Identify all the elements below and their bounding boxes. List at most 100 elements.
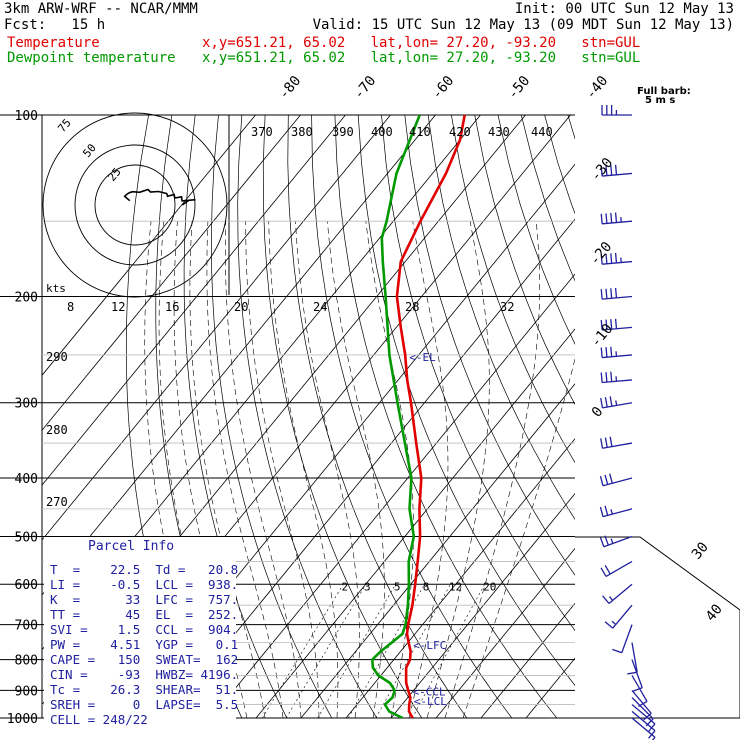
barb-flag bbox=[600, 213, 603, 224]
isotherm-label: -50 bbox=[505, 73, 534, 103]
barb-flag bbox=[604, 437, 608, 448]
level-annotation: <-CCL bbox=[413, 686, 446, 699]
speed-axis-label: 12 bbox=[111, 300, 125, 314]
pressure-label: 400 bbox=[15, 472, 38, 487]
barb-flag bbox=[604, 474, 609, 485]
isotherm-label: -60 bbox=[429, 73, 458, 103]
mixing-ratio-label: 12 bbox=[449, 581, 462, 594]
parcel-row: Tc = 26.3 SHEAR= 51. bbox=[50, 682, 239, 697]
mixing-ratio-label: 8 bbox=[423, 581, 430, 594]
isotherm-line bbox=[435, 547, 575, 718]
wind-barb bbox=[612, 624, 633, 654]
barb-flag bbox=[604, 397, 608, 408]
barb-flag bbox=[610, 509, 613, 515]
dry-adiabat bbox=[567, 115, 575, 140]
isotherm-label: 30 bbox=[689, 539, 712, 562]
hodograph-ring bbox=[42, 112, 228, 298]
wind-barb bbox=[600, 287, 633, 300]
dry-adiabat bbox=[497, 115, 575, 345]
dewpoint-profile bbox=[370, 115, 421, 718]
barb-flag bbox=[614, 164, 618, 175]
isotherm-label: -80 bbox=[276, 73, 305, 103]
barb-staff bbox=[608, 583, 633, 605]
parcel-row: PW = 4.51 YGP = 0.1 bbox=[50, 637, 239, 652]
temperature-legend: Temperature bbox=[7, 35, 100, 51]
wind-barb bbox=[600, 318, 633, 331]
dry-adiabat bbox=[357, 115, 575, 686]
barb-staff bbox=[631, 642, 638, 673]
level-annotation: <-LFC bbox=[413, 639, 446, 652]
isentrope-label: 280 bbox=[46, 423, 68, 437]
speed-axis-label: 20 bbox=[234, 300, 248, 314]
level-annotation: <-LCL bbox=[414, 695, 447, 708]
moist-adiabat bbox=[224, 221, 302, 718]
barb-staff bbox=[631, 704, 656, 725]
barb-staff bbox=[602, 354, 633, 359]
barb-flag bbox=[605, 253, 608, 264]
wind-barb bbox=[599, 473, 633, 487]
temperature-line bbox=[395, 115, 466, 718]
barb-flag bbox=[610, 346, 613, 357]
barb-flag bbox=[600, 319, 603, 331]
parcel-info-title: Parcel Info bbox=[88, 539, 175, 554]
barb-flag bbox=[610, 538, 614, 544]
isentrope-label: 390 bbox=[332, 125, 354, 139]
barb-legend-title: Full barb: bbox=[637, 86, 691, 97]
wind-barb bbox=[631, 689, 652, 721]
parcel-row: CAPE = 150 SWEAT= 162 bbox=[50, 652, 239, 667]
wind-barb bbox=[600, 346, 633, 359]
hodograph: 25 50 75 kts bbox=[42, 112, 228, 298]
dry-adiabat bbox=[381, 115, 575, 632]
mixing-ratio-line bbox=[317, 584, 396, 718]
barb-flag bbox=[600, 372, 603, 383]
barb-staff bbox=[602, 326, 633, 331]
mixing-ratio-label: 5 bbox=[394, 581, 401, 594]
barb-flag bbox=[605, 347, 608, 358]
dry-adiabat bbox=[614, 115, 740, 718]
parcel-row: SREH = 0 LAPSE= 5.5 bbox=[50, 697, 239, 712]
speed-axis-label: 24 bbox=[313, 300, 327, 314]
barb-flag bbox=[632, 687, 643, 692]
barb-flag bbox=[614, 252, 618, 263]
dry-adiabat bbox=[427, 115, 575, 520]
isotherm-label: 40 bbox=[703, 601, 726, 624]
moist-adiabat bbox=[408, 221, 449, 718]
moist-adiabat bbox=[327, 221, 385, 718]
hodograph-ring-label: 50 bbox=[80, 141, 98, 160]
dewpoint-legend: Dewpoint temperature bbox=[7, 50, 176, 66]
model-title: 3km ARW-WRF -- NCAR/MMM bbox=[4, 1, 198, 17]
moist-adiabat bbox=[173, 221, 248, 718]
barb-flag bbox=[599, 506, 604, 517]
isentrope-label: 370 bbox=[251, 125, 273, 139]
barb-flag bbox=[600, 166, 603, 177]
barb-flag bbox=[612, 648, 622, 654]
isotherm-line bbox=[42, 115, 346, 486]
pressure-label: 300 bbox=[15, 397, 38, 412]
barb-flag bbox=[614, 212, 618, 223]
isotherm-line bbox=[42, 115, 436, 596]
parcel-row: CELL = 248/22 bbox=[50, 712, 148, 727]
barb-staff bbox=[631, 710, 656, 732]
isotherm-line bbox=[255, 328, 575, 718]
barb-flag bbox=[604, 565, 611, 575]
barb-flag bbox=[609, 473, 613, 484]
barb-flag bbox=[600, 289, 603, 300]
barb-flag bbox=[602, 595, 610, 604]
dewpoint-line bbox=[370, 115, 421, 718]
barb-staff bbox=[602, 172, 633, 177]
hodograph-unit-label: kts bbox=[46, 282, 66, 295]
dry-adiabat bbox=[262, 115, 423, 718]
parcel-row: TT = 45 EL = 252. bbox=[50, 607, 239, 622]
isotherm-label: 0 bbox=[589, 404, 607, 421]
moist-adiabat bbox=[365, 221, 414, 718]
barb-flag bbox=[643, 712, 652, 721]
barb-flag bbox=[600, 397, 604, 409]
mixing-ratio-label: 20 bbox=[483, 581, 496, 594]
isotherm-label: -10 bbox=[588, 321, 617, 351]
isentrope-label: 420 bbox=[449, 125, 471, 139]
barb-flag bbox=[599, 537, 605, 547]
barb-legend-units: 5 m s bbox=[645, 95, 676, 106]
moist-adiabat bbox=[245, 221, 320, 718]
wind-barb bbox=[600, 371, 633, 384]
barb-flag bbox=[610, 371, 613, 382]
